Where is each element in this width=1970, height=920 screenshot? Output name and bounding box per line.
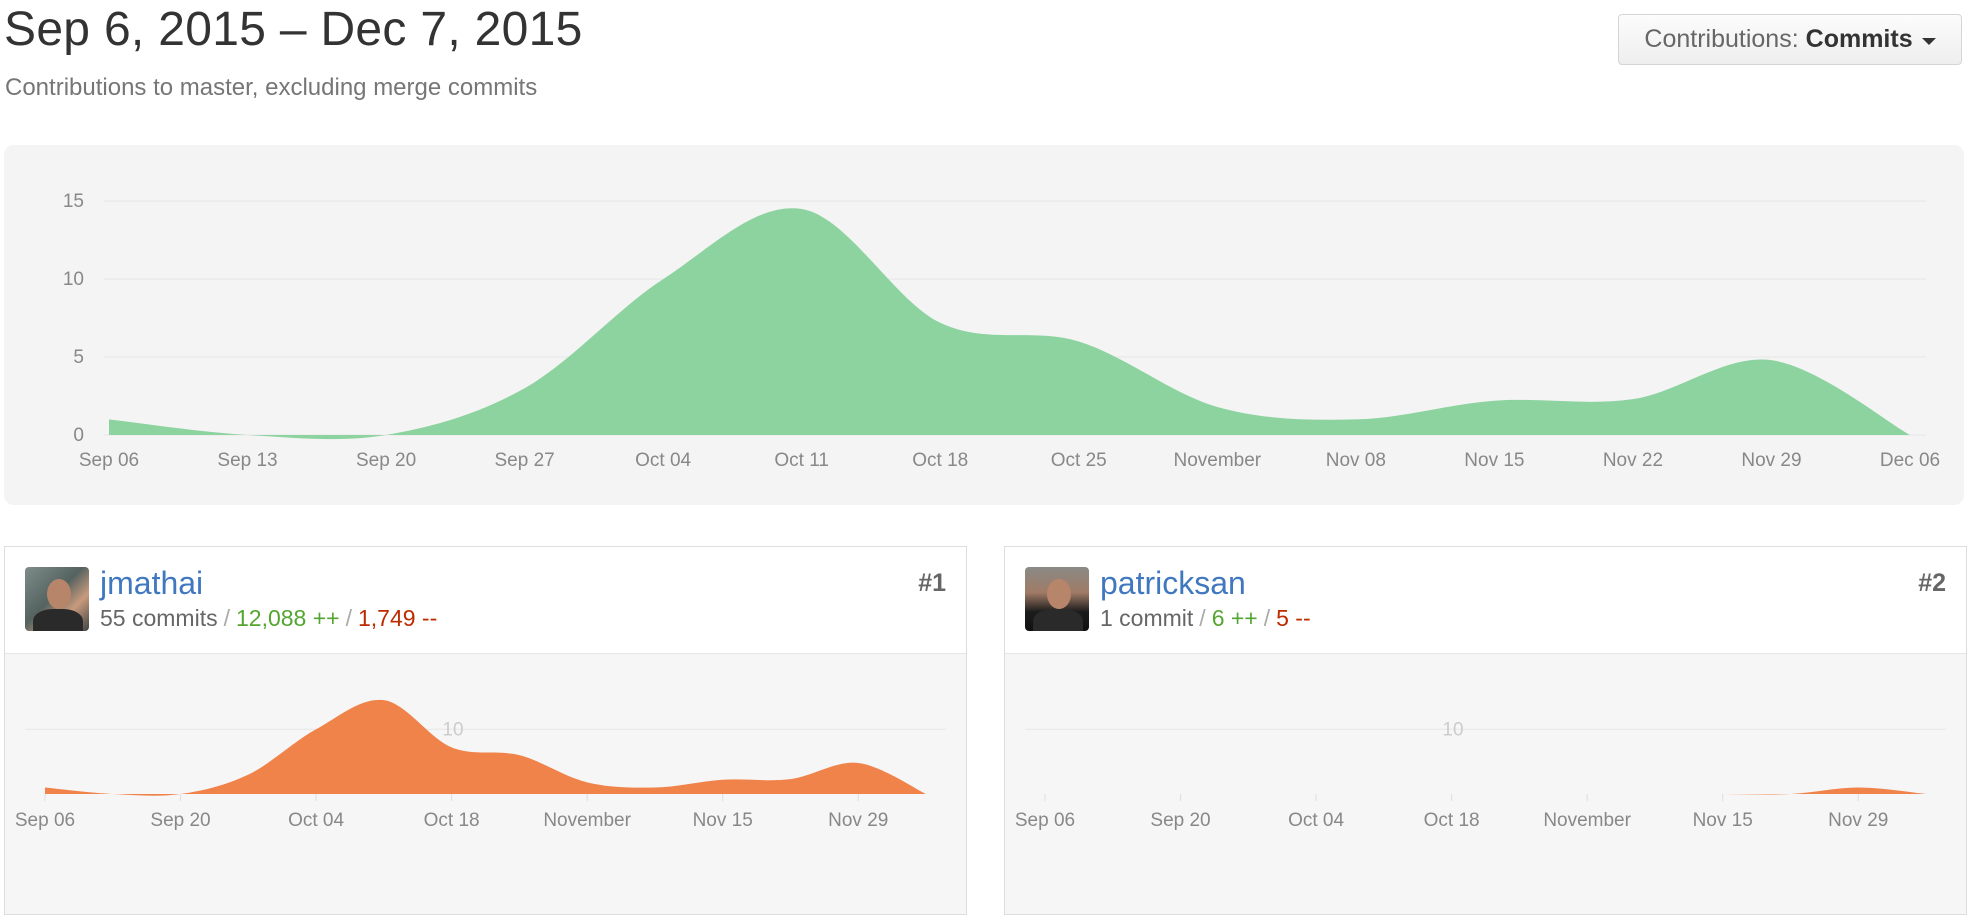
avatar-face: [47, 579, 71, 609]
y-tick-label: 0: [73, 425, 84, 446]
x-tick-label: November: [1173, 450, 1261, 471]
avatar[interactable]: [25, 567, 89, 631]
additions-count: 12,088 ++: [235, 605, 340, 631]
x-tick-label: November: [543, 810, 631, 831]
x-tick-label: Sep 13: [217, 450, 277, 471]
y-tick-label: 10: [1442, 719, 1463, 740]
x-tick-label: Sep 06: [79, 450, 139, 471]
contributor-card: patricksan 1 commit/6 ++/5 -- #2 10 Sep 0…: [1004, 546, 1967, 915]
contributor-card-header: jmathai 55 commits/12,088 ++/1,749 -- #1: [5, 547, 966, 654]
contributions-select-value: Commits: [1805, 25, 1913, 53]
x-tick-label: Nov 29: [1741, 450, 1801, 471]
x-tick-label: Nov 15: [693, 810, 753, 831]
x-tick-label: Oct 18: [1424, 810, 1480, 831]
contributor-stats: 1 commit/6 ++/5 --: [1100, 605, 1311, 632]
y-tick-label: 15: [63, 191, 84, 212]
contributions-select-label: Contributions:: [1644, 25, 1799, 53]
x-tick-label: Nov 15: [1464, 450, 1524, 471]
x-tick-label: Oct 18: [912, 450, 968, 471]
avatar[interactable]: [1025, 567, 1089, 631]
contributor-graph-svg: 10 Sep 06 Sep 20 Oct 04 Oct 18 November Nov 15…: [15, 699, 946, 831]
stat-separator: /: [345, 605, 352, 631]
page-title: Sep 6, 2015 – Dec 7, 2015: [4, 3, 583, 56]
contributor-username-link[interactable]: jmathai: [100, 565, 204, 601]
x-tick-label: Sep 06: [1015, 810, 1075, 831]
commit-count: 1 commit: [1100, 605, 1194, 631]
contributions-main-graph: 0 5 10 15 Sep 06 Sep 13 Sep 20 Sep 27 Oct 04 Oct …: [4, 145, 1964, 505]
stat-separator: /: [1199, 605, 1206, 631]
avatar-shoulders: [33, 609, 83, 631]
contributor-card-header: patricksan 1 commit/6 ++/5 -- #2: [1005, 547, 1966, 654]
series-area: [45, 699, 926, 796]
contributor-rank: #1: [918, 569, 946, 597]
stat-separator: /: [1263, 605, 1271, 631]
x-tick-label: Sep 27: [494, 450, 554, 471]
x-tick-label: Dec 06: [1880, 450, 1940, 471]
avatar-face: [1047, 579, 1071, 609]
x-tick-label: Nov 29: [828, 810, 888, 831]
contributions-type-select[interactable]: Contributions: Commits: [1618, 14, 1962, 65]
x-tick-label: Sep 20: [150, 810, 210, 831]
x-tick-label: Nov 15: [1693, 810, 1753, 831]
avatar-shoulders: [1033, 609, 1083, 631]
contributor-username-link[interactable]: patricksan: [1100, 565, 1246, 601]
additions-count: 6 ++: [1211, 605, 1258, 631]
deletions-count: 5 --: [1276, 605, 1311, 631]
contributor-stats: 55 commits/12,088 ++/1,749 --: [100, 605, 437, 632]
deletions-count: 1,749 --: [357, 605, 438, 631]
x-tick-label: Oct 18: [424, 810, 480, 831]
x-tick-label: Oct 04: [1288, 810, 1344, 831]
x-tick-label: Sep 06: [15, 810, 75, 831]
x-tick-label: Sep 20: [356, 450, 416, 471]
contributor-rank: #2: [1918, 569, 1946, 597]
caret-down-icon: [1921, 37, 1936, 45]
stat-separator: /: [223, 605, 230, 631]
x-tick-label: Oct 04: [288, 810, 344, 831]
contributor-graph-svg: 10 Sep 06 Sep 20 Oct 04 Oct 18 November Nov 15…: [1015, 719, 1946, 831]
page-subtitle: Contributions to master, excluding merge…: [5, 74, 538, 101]
x-tick-label: Sep 20: [1150, 810, 1210, 831]
x-tick-label: Oct 04: [635, 450, 691, 471]
contributor-card: jmathai 55 commits/12,088 ++/1,749 -- #1…: [4, 546, 967, 915]
main-graph-svg: 0 5 10 15 Sep 06 Sep 13 Sep 20 Sep 27 Oct 04 Oct …: [63, 191, 1940, 471]
x-tick-label: Oct 25: [1051, 450, 1107, 471]
x-tick-label: Oct 11: [774, 450, 829, 471]
x-tick-label: Nov 08: [1326, 450, 1386, 471]
y-tick-label: 10: [442, 719, 463, 740]
y-tick-label: 10: [63, 269, 84, 290]
y-tick-label: 5: [73, 347, 84, 368]
x-tick-label: November: [1543, 810, 1631, 831]
series-area: [1045, 787, 1926, 795]
x-tick-label: Nov 22: [1603, 450, 1663, 471]
x-tick-label: Nov 29: [1828, 810, 1888, 831]
commit-count: 55 commits: [100, 605, 218, 631]
series-area: [109, 208, 1910, 440]
